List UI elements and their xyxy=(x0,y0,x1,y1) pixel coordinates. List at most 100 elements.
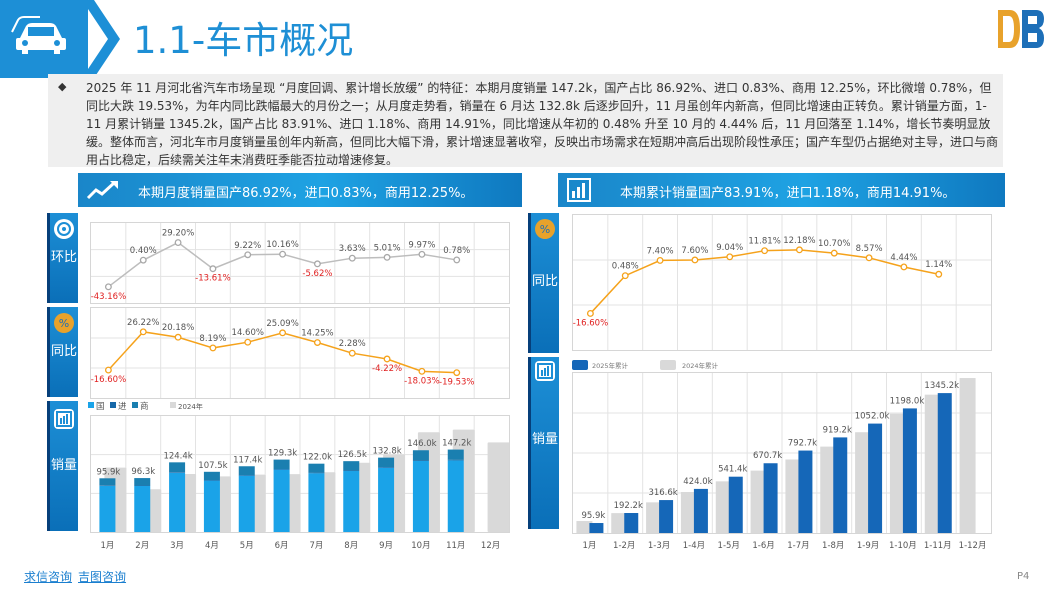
summary-text: 2025 年 11 月河北省汽车市场呈现 “月度回调、累计增长放缓” 的特征：本… xyxy=(86,81,999,167)
x-tick-label: 1-4月 xyxy=(683,541,705,551)
data-label: 2.28% xyxy=(339,339,366,349)
data-point xyxy=(348,349,356,357)
data-point xyxy=(174,239,182,246)
data-point xyxy=(865,254,873,262)
monthly-x-axis: 1月 2月 3月 4月 5月 6月 7月 8月 9月 10月 11月 12月 xyxy=(100,541,500,551)
data-point xyxy=(935,270,943,278)
data-point xyxy=(174,333,182,341)
page-number: P4 xyxy=(1017,571,1030,582)
header-chevron xyxy=(82,0,120,78)
chart-panel-yoy: -16.60% 26.22% 20.18% 8.19% 14.60% 25.09% 14.2… xyxy=(90,307,510,399)
data-label: 26.22% xyxy=(127,318,159,328)
bar-total-label: 132.8k xyxy=(372,447,401,457)
bar-value-label: 1345.2k xyxy=(924,381,959,391)
bar-商 xyxy=(343,461,360,471)
bar-2025-cum xyxy=(833,437,848,533)
legend-swatch xyxy=(660,360,676,370)
cum-x-axis: 1月 1-2月 1-3月 1-4月 1-5月 1-6月 1-7月 1-8月 1-9月 1-10月 1… xyxy=(582,541,986,551)
bar-2024 xyxy=(487,442,510,532)
side-tab-cum-sales: 销量 xyxy=(528,357,559,529)
legend-label: 2024年 xyxy=(178,402,203,411)
x-tick-label: 1-2月 xyxy=(613,541,635,551)
side-tab-cum-yoy: % 同比 xyxy=(528,213,559,353)
summary-box xyxy=(48,74,1003,167)
x-tick-label: 4月 xyxy=(205,541,219,551)
bar-value-label: 1052.0k xyxy=(855,412,890,422)
bar-chart-icon xyxy=(567,178,591,202)
data-label: 9.97% xyxy=(408,240,435,250)
bar-2025-cum xyxy=(798,450,813,533)
footer-link-qiuxin[interactable]: 求信咨询 xyxy=(24,570,73,584)
data-point xyxy=(418,250,426,258)
svg-text:%: % xyxy=(59,317,69,330)
x-tick-label: 3月 xyxy=(170,541,184,551)
legend-swatch xyxy=(572,360,588,370)
target-icon xyxy=(54,219,74,239)
data-label: 10.70% xyxy=(818,239,850,249)
x-tick-label: 1-5月 xyxy=(718,541,740,551)
bar-进 xyxy=(169,472,186,473)
bar-value-label: 95.9k xyxy=(581,511,605,521)
data-label: 7.60% xyxy=(681,246,708,256)
bar-国 xyxy=(203,480,220,532)
bar-2024-cum xyxy=(715,481,732,533)
data-label: 0.78% xyxy=(443,246,470,256)
bar-国 xyxy=(99,485,116,532)
bar-2025-cum xyxy=(868,423,883,533)
bar-value-label: 919.2k xyxy=(823,425,852,435)
bar-2025-cum xyxy=(728,476,743,533)
x-tick-label: 1-6月 xyxy=(752,541,774,551)
data-point xyxy=(244,251,252,259)
side-label-sales: 销量 xyxy=(50,458,77,473)
cum-sales-legend: 2025年累计 2024年累计 xyxy=(572,360,719,370)
x-tick-label: 1月 xyxy=(100,541,114,551)
legend-label: 商 xyxy=(140,401,149,412)
sales-bar-icon xyxy=(54,409,74,429)
data-point xyxy=(418,367,426,375)
data-label: -16.60% xyxy=(91,375,126,385)
data-point xyxy=(244,338,252,346)
bar-商 xyxy=(238,466,255,476)
x-tick-label: 1月 xyxy=(582,541,596,551)
data-label: 29.20% xyxy=(162,229,194,239)
data-label: 8.57% xyxy=(856,244,883,254)
bar-商 xyxy=(447,449,464,460)
data-label: 1.14% xyxy=(925,260,952,270)
x-tick-label: 12月 xyxy=(481,541,500,551)
footer-links: 求信咨询 吉图咨询 xyxy=(24,568,132,585)
data-point xyxy=(313,339,321,346)
legend-label: 2025年累计 xyxy=(592,361,629,370)
bar-商 xyxy=(378,457,395,468)
right-banner: 本期累计销量国产83.91%，进口1.18%，商用14.91%。 xyxy=(558,173,1005,207)
bullet-diamond-icon: ◆ xyxy=(58,80,67,93)
data-label: 11.81% xyxy=(748,237,780,247)
data-label: 0.40% xyxy=(130,246,157,256)
legend-swatch xyxy=(110,402,116,408)
bar-2025-cum xyxy=(902,408,917,533)
bar-2024-cum xyxy=(959,378,976,533)
footer-link-jitu[interactable]: 吉图咨询 xyxy=(78,570,127,584)
data-label: -19.53% xyxy=(439,378,474,388)
bar-2024-cum xyxy=(680,492,697,533)
bar-value-label: 1198.0k xyxy=(890,396,925,406)
bar-2024-cum xyxy=(924,394,941,533)
bar-value-label: 316.6k xyxy=(648,488,677,498)
left-banner-text: 本期月度销量国产86.92%，进口0.83%，商用12.25%。 xyxy=(138,186,474,201)
side-label-yoy: 同比 xyxy=(50,344,77,359)
bar-进 xyxy=(412,460,429,461)
bar-2024-cum xyxy=(611,513,628,533)
data-label: 9.22% xyxy=(234,241,261,251)
bar-商 xyxy=(273,459,290,469)
data-label: -43.16% xyxy=(91,292,126,302)
data-point xyxy=(104,366,112,374)
bar-进 xyxy=(447,459,464,461)
bar-商 xyxy=(169,462,186,473)
bar-total-label: 126.5k xyxy=(338,450,367,460)
bar-2025-cum xyxy=(589,523,604,533)
bar-进 xyxy=(343,470,360,472)
x-tick-label: 11月 xyxy=(446,541,465,551)
bar-total-label: 96.3k xyxy=(131,467,155,477)
data-point xyxy=(453,369,461,377)
data-point xyxy=(139,256,147,264)
bar-进 xyxy=(378,467,395,468)
